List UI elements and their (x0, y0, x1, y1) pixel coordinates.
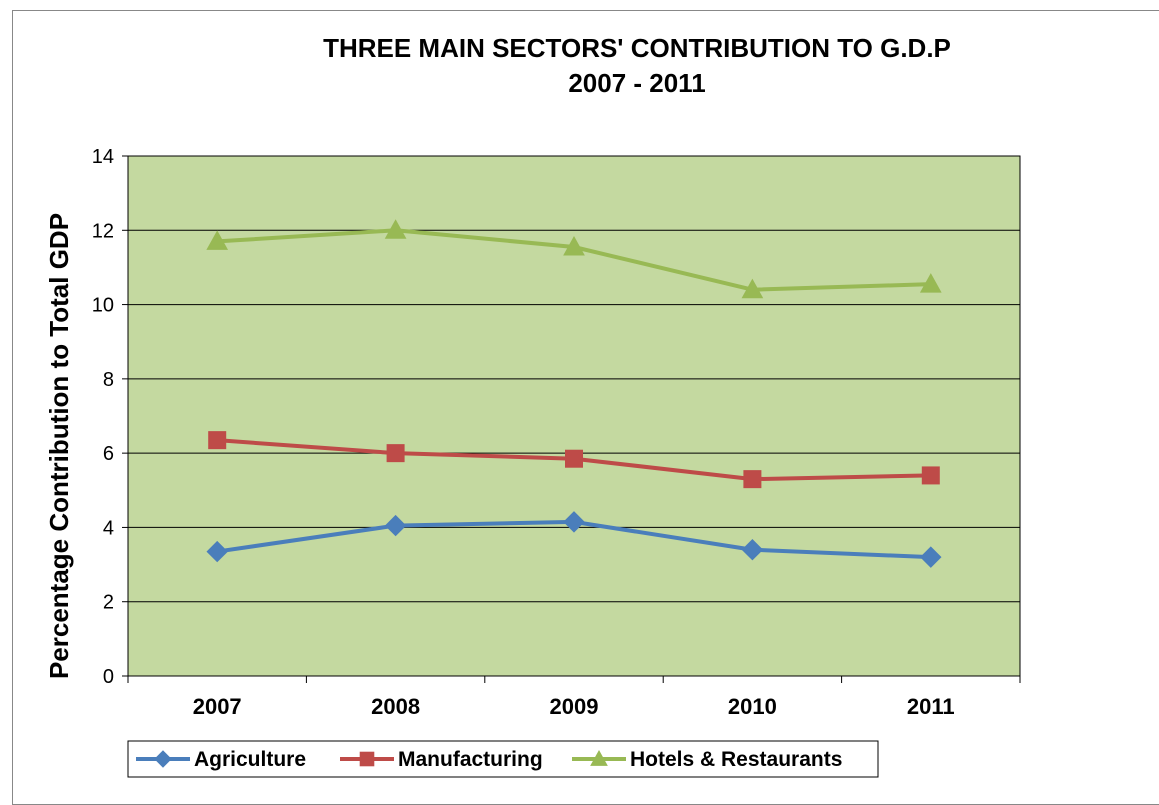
y-tick-label: 12 (92, 220, 114, 242)
data-point-manufacturing (743, 470, 762, 489)
data-point-manufacturing (386, 444, 405, 463)
data-point-agriculture (384, 514, 407, 537)
y-tick-label: 8 (103, 369, 114, 391)
data-point-agriculture (920, 546, 942, 568)
series-agriculture (206, 511, 942, 568)
data-point-manufacturing (208, 431, 227, 450)
y-tick-label: 2 (103, 592, 114, 614)
data-point-manufacturing (565, 449, 583, 468)
legend-label: Agriculture (194, 748, 306, 771)
data-point-manufacturing (921, 466, 940, 485)
y-axis-label: Percentage Contribution to Total GDP (44, 213, 74, 679)
x-tick-label: 2011 (907, 694, 955, 719)
legend-label: Manufacturing (398, 748, 543, 771)
legend-marker (154, 750, 172, 768)
legend-marker (590, 749, 608, 766)
chart-subtitle: 2007 - 2011 (568, 68, 705, 98)
data-point-hotels-restaurants (741, 278, 764, 299)
legend-label: Hotels & Restaurants (630, 748, 842, 771)
series-hotels-restaurants (206, 219, 942, 299)
legend-item-manufacturing: Manufacturing (340, 748, 543, 771)
x-tick-label: 2010 (728, 694, 777, 719)
data-point-agriculture (206, 540, 228, 563)
y-tick-label: 4 (103, 517, 114, 539)
data-point-agriculture (563, 511, 585, 533)
legend-item-agriculture: Agriculture (136, 748, 306, 771)
y-tick-label: 14 (92, 146, 114, 168)
legend-item-hotels-restaurants: Hotels & Restaurants (572, 748, 842, 771)
data-point-hotels-restaurants (206, 230, 229, 250)
plot-area (127, 155, 1021, 677)
legend-box (127, 740, 879, 778)
data-point-hotels-restaurants (384, 219, 407, 239)
x-tick-label: 2007 (193, 694, 242, 719)
legend: Agriculture Manufacturing Hotels & Restaur… (127, 740, 879, 778)
x-tick-label: 2008 (371, 694, 420, 719)
y-tick-label: 0 (103, 666, 114, 688)
legend-marker (359, 751, 375, 767)
series-group (206, 219, 942, 568)
data-point-agriculture (741, 539, 764, 561)
data-point-hotels-restaurants (919, 273, 942, 293)
y-tick-label: 6 (103, 443, 114, 465)
y-tick-label: 10 (92, 295, 114, 317)
x-tick-label: 2009 (550, 694, 599, 719)
series-manufacturing (208, 431, 940, 489)
chart-title: THREE MAIN SECTORS' CONTRIBUTION TO G.D.… (323, 33, 951, 63)
axes: 0 2 4 6 8 10 12 14 2007 2008 2009 2010 2011 (92, 146, 1021, 719)
data-point-hotels-restaurants (563, 235, 585, 256)
